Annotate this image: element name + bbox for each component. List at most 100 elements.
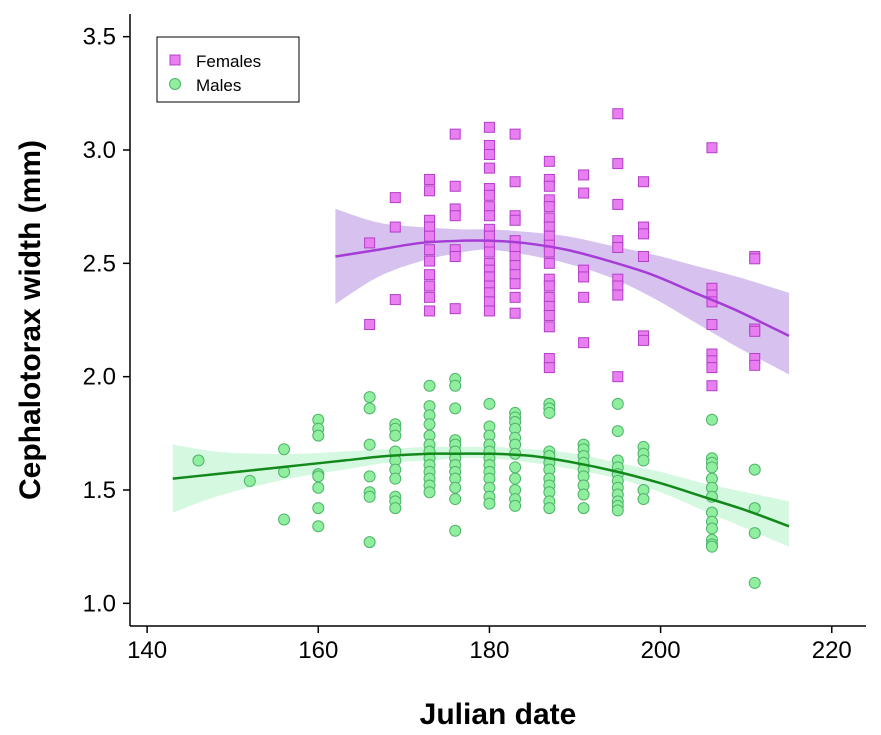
point-males [611, 504, 624, 517]
point-males [423, 486, 436, 499]
point-females [543, 257, 555, 269]
point-females [706, 380, 718, 392]
point-males [748, 576, 761, 589]
point-females [612, 280, 624, 292]
point-males [312, 481, 325, 494]
point-females [483, 305, 495, 317]
point-males [577, 488, 590, 501]
point-males [748, 463, 761, 476]
point-females [509, 241, 521, 253]
point-males [748, 527, 761, 540]
legend-marker-females [169, 54, 181, 66]
point-females [424, 291, 436, 303]
point-females [509, 307, 521, 319]
point-males [449, 493, 462, 506]
point-females [483, 201, 495, 213]
point-males [363, 536, 376, 549]
point-females [612, 198, 624, 210]
point-females [637, 251, 649, 263]
point-males [543, 406, 556, 419]
point-females [612, 108, 624, 120]
point-females [706, 142, 718, 154]
x-tick-label: 160 [298, 637, 338, 664]
point-females [483, 246, 495, 258]
point-females [424, 255, 436, 267]
point-females [543, 180, 555, 192]
point-females [424, 230, 436, 242]
point-females [483, 287, 495, 299]
x-tick-label: 200 [641, 637, 681, 664]
point-females [543, 353, 555, 365]
legend-marker-males [169, 78, 181, 90]
point-females [424, 244, 436, 256]
point-females [543, 300, 555, 312]
point-males [389, 429, 402, 442]
point-females [424, 280, 436, 292]
point-females [509, 176, 521, 188]
confidence-band-males [172, 444, 789, 547]
confidence-band-females [335, 208, 789, 375]
point-females [612, 158, 624, 170]
point-males [312, 470, 325, 483]
point-males [389, 472, 402, 485]
point-females [389, 294, 401, 306]
point-males [483, 497, 496, 510]
point-females [509, 128, 521, 140]
point-females [612, 289, 624, 301]
y-ticks: 1.0 1.5 2.0 2.5 3.0 3.5 [83, 24, 130, 617]
point-males [423, 379, 436, 392]
point-males [243, 474, 256, 487]
x-tick-label: 220 [812, 637, 852, 664]
point-females [509, 260, 521, 272]
point-females [509, 214, 521, 226]
point-males [611, 397, 624, 410]
legend: Females Males [156, 36, 300, 103]
point-females [543, 201, 555, 213]
point-males [509, 499, 522, 512]
point-females [637, 334, 649, 346]
point-females [364, 237, 376, 249]
point-males [363, 438, 376, 451]
point-males [363, 391, 376, 404]
y-tick-label: 1.0 [83, 590, 116, 617]
y-axis-title: Cephalotorax width (mm) [14, 140, 47, 500]
axes [129, 14, 866, 627]
trend-lines [172, 239, 790, 528]
y-tick-label: 1.5 [83, 477, 116, 504]
point-females [424, 185, 436, 197]
x-tick-label: 140 [127, 637, 167, 664]
y-tick-label: 2.5 [83, 250, 116, 277]
point-females [637, 176, 649, 188]
point-females [364, 319, 376, 331]
data-points [192, 108, 761, 589]
y-tick-label: 2.0 [83, 364, 116, 391]
legend-label-females: Females [196, 52, 261, 71]
point-males [423, 418, 436, 431]
point-males [363, 490, 376, 503]
point-females [424, 173, 436, 185]
point-females [543, 221, 555, 233]
point-males [483, 397, 496, 410]
confidence-bands [172, 208, 789, 547]
point-males [705, 540, 718, 553]
point-males [192, 454, 205, 467]
point-females [424, 221, 436, 233]
point-females [389, 192, 401, 204]
point-females [424, 269, 436, 281]
point-females [578, 169, 590, 181]
point-females [612, 241, 624, 253]
point-females [449, 303, 461, 315]
point-males [509, 472, 522, 485]
point-males [705, 413, 718, 426]
point-females [424, 305, 436, 317]
point-females [483, 162, 495, 174]
point-males [611, 425, 624, 438]
point-females [543, 230, 555, 242]
point-females [706, 319, 718, 331]
point-males [543, 502, 556, 515]
point-females [483, 149, 495, 161]
point-females [509, 291, 521, 303]
point-males [449, 402, 462, 415]
